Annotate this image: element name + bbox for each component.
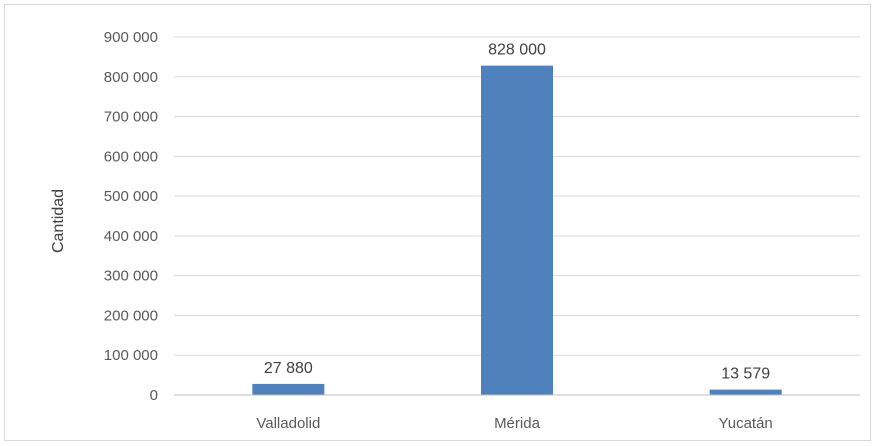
y-axis-title: Cantidad bbox=[50, 189, 67, 253]
y-tick-label: 200 000 bbox=[104, 307, 158, 324]
y-tick-label: 500 000 bbox=[104, 188, 158, 205]
x-tick-label: Mérida bbox=[494, 415, 541, 432]
y-tick-label: 400 000 bbox=[104, 228, 158, 245]
y-tick-label: 600 000 bbox=[104, 148, 158, 165]
y-tick-label: 700 000 bbox=[104, 109, 158, 126]
chart-frame: 0 100 000 200 000 300 000 400 000 500 000 600 … bbox=[4, 4, 871, 441]
y-tick-label: 100 000 bbox=[104, 347, 158, 364]
bar bbox=[252, 383, 325, 395]
y-tick-label: 0 bbox=[150, 387, 158, 404]
data-label: 27 880 bbox=[264, 360, 313, 377]
data-labels: 27 880 828 000 13 579 bbox=[264, 42, 770, 383]
bar bbox=[709, 389, 782, 395]
bars bbox=[252, 65, 782, 395]
y-tick-label: 900 000 bbox=[104, 29, 158, 46]
data-label: 13 579 bbox=[721, 366, 770, 383]
bar bbox=[481, 65, 553, 395]
y-tick-labels: 0 100 000 200 000 300 000 400 000 500 000 600 … bbox=[104, 29, 158, 404]
x-tick-label: Yucatán bbox=[719, 415, 773, 432]
bar-chart: 0 100 000 200 000 300 000 400 000 500 000 600 … bbox=[50, 29, 860, 432]
y-tick-label: 300 000 bbox=[104, 268, 158, 285]
x-tick-labels: Valladolid Mérida Yucatán bbox=[256, 415, 772, 432]
data-label: 828 000 bbox=[488, 42, 546, 59]
y-tick-label: 800 000 bbox=[104, 69, 158, 86]
x-tick-label: Valladolid bbox=[256, 415, 320, 432]
